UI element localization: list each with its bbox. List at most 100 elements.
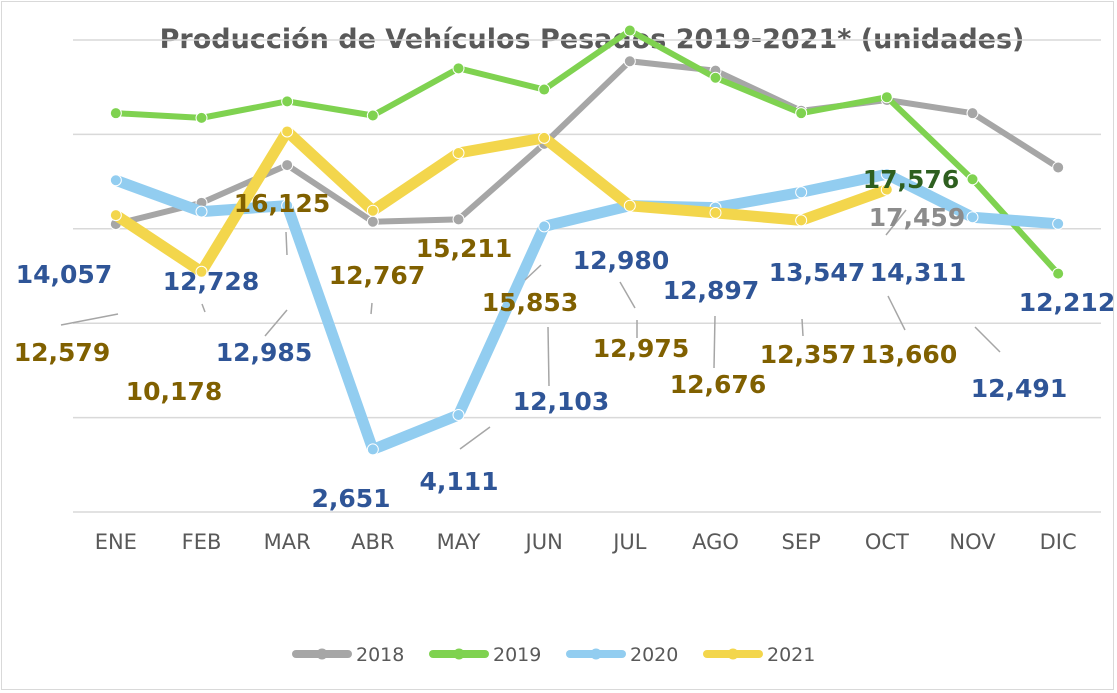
x-tick-label: MAR: [264, 530, 311, 554]
legend-marker-2019: [453, 648, 465, 660]
data-point-2019: [709, 71, 722, 84]
x-tick-label: AGO: [692, 530, 739, 554]
data-point-2019: [281, 95, 294, 108]
leader-line: [201, 303, 206, 313]
data-point-2018: [452, 213, 465, 226]
data-point-2020: [195, 205, 208, 218]
data-point-2019: [966, 173, 979, 186]
series-line-2020: [110, 168, 1064, 455]
legend-label-2021: 2021: [767, 644, 815, 666]
data-label-2020: 13,547: [769, 258, 865, 287]
data-point-2021: [538, 131, 551, 144]
data-point-2020: [880, 168, 893, 181]
data-label-2021: 12,975: [593, 334, 689, 363]
data-point-2020: [966, 211, 979, 224]
legend-label-2019: 2019: [493, 644, 541, 666]
data-label-2021: 15,211: [416, 234, 512, 263]
data-label-2021: 12,579: [14, 338, 110, 367]
legend-marker-2018: [316, 648, 328, 660]
data-label-2021: 10,178: [126, 377, 222, 406]
data-label-2018: 17,459: [869, 203, 965, 232]
data-point-2019: [195, 111, 208, 124]
data-point-2019: [795, 107, 808, 120]
leader-line: [60, 313, 119, 326]
series-line-2021: [110, 125, 893, 278]
data-point-2019: [109, 107, 122, 120]
leader-line: [547, 326, 550, 387]
data-label-2020: 12,103: [513, 387, 609, 416]
x-tick-label: SEP: [782, 530, 821, 554]
data-label-2020: 12,980: [573, 246, 669, 275]
x-tick-label: NOV: [949, 530, 996, 554]
data-label-2020: 12,728: [163, 267, 259, 296]
data-point-2021: [195, 265, 208, 278]
legend-marker-2020: [590, 648, 602, 660]
data-label-2020: 12,212: [1019, 288, 1115, 317]
x-tick-label: DIC: [1040, 530, 1077, 554]
data-point-2021: [281, 125, 294, 138]
data-point-2019: [880, 91, 893, 104]
leader-line: [619, 281, 636, 309]
data-point-2020: [366, 443, 379, 456]
data-label-2020: 12,985: [216, 338, 312, 367]
leader-line: [885, 209, 907, 236]
data-point-2019: [623, 24, 636, 37]
leader-line: [285, 231, 288, 256]
data-point-2019: [1052, 267, 1065, 280]
data-point-2020: [795, 186, 808, 199]
legend-label-2020: 2020: [630, 644, 678, 666]
x-tick-label: MAY: [437, 530, 481, 554]
leader-line: [524, 264, 542, 281]
data-point-2019: [452, 62, 465, 75]
data-point-2021: [623, 199, 636, 212]
data-point-2021: [366, 204, 379, 217]
data-label-2019: 17,576: [863, 165, 959, 194]
data-label-2021: 15,853: [482, 288, 578, 317]
data-label-2021: 12,357: [760, 340, 856, 369]
leader-line: [974, 326, 1001, 353]
data-point-2018: [366, 215, 379, 228]
data-point-2020: [281, 199, 294, 212]
data-point-2018: [281, 159, 294, 172]
data-point-2020: [109, 174, 122, 187]
data-point-2018: [1052, 161, 1065, 174]
data-label-2020: 4,111: [419, 467, 498, 496]
x-tick-label: OCT: [865, 530, 909, 554]
leader-line: [801, 318, 804, 337]
leader-line: [264, 309, 288, 337]
data-point-2019: [538, 83, 551, 96]
data-label-2021: 13,660: [861, 340, 957, 369]
data-point-2021: [709, 206, 722, 219]
data-label-2020: 12,491: [971, 374, 1067, 403]
data-point-2021: [795, 214, 808, 227]
leader-line: [370, 302, 373, 315]
leader-line: [713, 315, 716, 369]
x-tick-label: ABR: [351, 530, 394, 554]
data-point-2021: [880, 183, 893, 196]
data-point-2019: [366, 109, 379, 122]
x-tick-label: JUL: [611, 530, 647, 554]
legend-label-2018: 2018: [356, 644, 404, 666]
data-point-2018: [966, 107, 979, 120]
series-line-2019: [112, 27, 1062, 277]
data-label-2020: 14,057: [16, 260, 112, 289]
data-point-2021: [452, 147, 465, 160]
leader-line: [459, 426, 491, 450]
data-label-2021: 16,125: [234, 189, 330, 218]
leader-line: [887, 295, 906, 331]
x-tick-label: FEB: [182, 530, 222, 554]
legend-marker-2021: [727, 648, 739, 660]
x-tick-label: JUN: [524, 530, 563, 554]
data-label-2021: 12,767: [329, 261, 425, 290]
data-point-2020: [538, 220, 551, 233]
data-label-2021: 12,676: [670, 370, 766, 399]
data-label-2020: 2,651: [311, 484, 390, 513]
data-label-2020: 14,311: [870, 258, 966, 287]
data-point-2020: [452, 408, 465, 421]
data-label-2020: 12,897: [663, 276, 759, 305]
data-point-2021: [109, 209, 122, 222]
x-tick-label: ENE: [95, 530, 137, 554]
data-point-2018: [623, 55, 636, 68]
data-point-2020: [1052, 217, 1065, 230]
